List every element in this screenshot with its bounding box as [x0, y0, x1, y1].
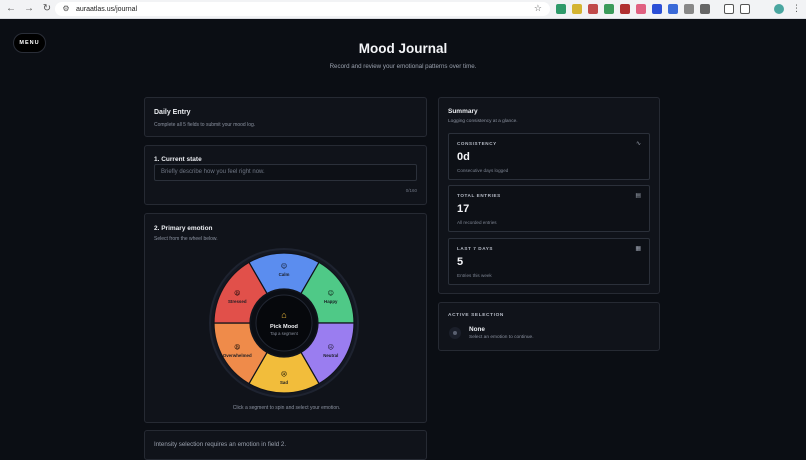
- stat-caption: Consecutive days logged: [457, 168, 509, 173]
- stat-value: 0d: [457, 151, 470, 163]
- segment-label: Happy: [324, 299, 338, 304]
- total-entries-stat: TOTAL ENTRIES ▤ 17 All recorded entries: [448, 185, 650, 232]
- emotion-wheel-svg: 😌 Calm 😊 Happy 😐 Neutral 😢 Sad 😩 Overwhelmed 😫 Stre…: [209, 248, 359, 398]
- daily-entry-description: Complete all 5 fields to submit your moo…: [154, 122, 256, 128]
- summary-description: Logging consistency at a glance.: [448, 119, 518, 124]
- last-7-days-stat: LAST 7 DAYS ▦ 5 Entries this week: [448, 238, 650, 285]
- primary-emotion-description: Select from the wheel below.: [154, 236, 218, 242]
- emotion-wheel: 😌 Calm 😊 Happy 😐 Neutral 😢 Sad 😩 Overwhelmed 😫 Stre…: [209, 248, 359, 398]
- segment-label: Overwhelmed: [223, 353, 252, 358]
- stat-label: CONSISTENCY: [457, 141, 497, 146]
- pointer-icon: ⌂: [281, 310, 286, 320]
- extension-icon[interactable]: [668, 4, 678, 14]
- page-subtitle: Record and review your emotional pattern…: [329, 63, 477, 70]
- page: MENU Mood Journal Record and review your…: [0, 20, 806, 460]
- wheel-center-title: Pick Mood: [270, 324, 299, 330]
- daily-entry-card: Daily Entry Complete all 5 fields to sub…: [144, 97, 427, 137]
- emoji-icon: 😫: [234, 290, 240, 297]
- emoji-icon: 😩: [234, 344, 240, 351]
- profile-avatar[interactable]: [774, 4, 784, 14]
- extension-icon[interactable]: [684, 4, 694, 14]
- segment-label: Stressed: [228, 299, 247, 304]
- download-icon[interactable]: [740, 4, 750, 14]
- segment-label: Sad: [280, 380, 288, 385]
- page-title: Mood Journal: [358, 41, 448, 56]
- stat-caption: All recorded entries: [457, 220, 497, 225]
- back-icon[interactable]: ←: [6, 3, 16, 14]
- stat-label: TOTAL ENTRIES: [457, 193, 501, 198]
- segment-label: Neutral: [323, 353, 338, 358]
- wheel-center-subtitle: Tap a segment: [270, 331, 298, 336]
- segment-label: Calm: [279, 272, 290, 277]
- extension-icon[interactable]: [556, 4, 566, 14]
- calendar-icon: ▦: [635, 246, 641, 252]
- character-counter: 0/160: [405, 188, 417, 193]
- active-selection-value: None: [469, 326, 485, 333]
- address-bar[interactable]: ⚙ auraatlas.us/journal ☆: [55, 2, 550, 16]
- emoji-icon: 😐: [328, 344, 334, 351]
- site-info-icon[interactable]: ⚙: [62, 4, 70, 13]
- emoji-icon: 😌: [281, 263, 287, 270]
- browser-menu-icon[interactable]: ⋮: [792, 3, 801, 13]
- activity-icon: ∿: [635, 141, 641, 147]
- menu-button[interactable]: MENU: [13, 33, 46, 53]
- active-selection-caption: Select an emotion to continue.: [469, 335, 534, 340]
- bookmark-star-icon[interactable]: ☆: [533, 3, 542, 13]
- intensity-note: Intensity selection requires an emotion …: [154, 441, 287, 448]
- summary-card: Summary Logging consistency at a glance.…: [438, 97, 660, 294]
- puzzle-icon[interactable]: [700, 4, 710, 14]
- emoji-icon: 😢: [281, 371, 287, 378]
- wheel-segment-stressed[interactable]: [213, 261, 268, 324]
- selection-indicator-icon: [449, 327, 461, 339]
- document-icon: ▤: [635, 193, 641, 199]
- stat-value: 17: [457, 203, 470, 215]
- summary-title: Summary: [448, 108, 478, 115]
- browser-toolbar: ← → ↻ ⚙ auraatlas.us/journal ☆ ⋮: [0, 0, 806, 19]
- extension-icon[interactable]: [588, 4, 598, 14]
- daily-entry-title: Daily Entry: [154, 109, 191, 116]
- extension-icon[interactable]: [620, 4, 630, 14]
- stat-caption: Entries this week: [457, 273, 492, 278]
- sidebar-icon[interactable]: [724, 4, 734, 14]
- consistency-stat: CONSISTENCY ∿ 0d Consecutive days logged: [448, 133, 650, 180]
- emoji-icon: 😊: [328, 290, 334, 297]
- current-state-title: 1. Current state: [154, 156, 202, 163]
- extension-icon[interactable]: [652, 4, 662, 14]
- current-state-card: 1. Current state Briefly describe how yo…: [144, 145, 427, 205]
- primary-emotion-title: 2. Primary emotion: [154, 225, 213, 232]
- url-text: auraatlas.us/journal: [76, 5, 138, 13]
- primary-emotion-card: 2. Primary emotion Select from the wheel…: [144, 213, 427, 423]
- stat-value: 5: [457, 256, 464, 268]
- forward-icon[interactable]: →: [24, 3, 34, 14]
- wheel-center[interactable]: [255, 294, 313, 352]
- current-state-input[interactable]: Briefly describe how you feel right now.: [154, 164, 417, 181]
- extension-icon[interactable]: [604, 4, 614, 14]
- wheel-hint: Click a segment to spin and select your …: [232, 405, 341, 411]
- intensity-card: Intensity selection requires an emotion …: [144, 430, 427, 460]
- extension-icons: [556, 4, 750, 14]
- active-selection-label: ACTIVE SELECTION: [448, 313, 504, 318]
- stat-label: LAST 7 DAYS: [457, 246, 494, 251]
- extension-icon[interactable]: [572, 4, 582, 14]
- active-selection-card: ACTIVE SELECTION None Select an emotion …: [438, 302, 660, 351]
- reload-icon[interactable]: ↻: [42, 3, 52, 14]
- extension-icon[interactable]: [636, 4, 646, 14]
